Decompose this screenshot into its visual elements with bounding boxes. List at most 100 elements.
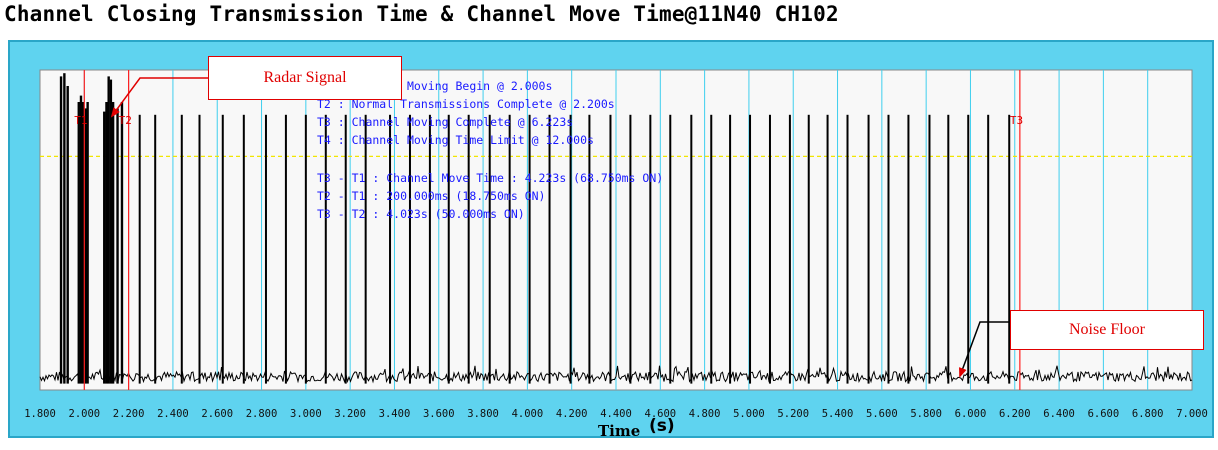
transmission-burst (198, 114, 201, 384)
transmission-burst (887, 114, 890, 384)
x-tick-label: 2.800 (246, 408, 278, 420)
transmission-burst (324, 114, 327, 384)
transmission-burst (967, 114, 970, 384)
x-tick-label: 4.400 (600, 408, 632, 420)
transmission-burst (528, 114, 531, 384)
x-tick-label: 7.000 (1176, 408, 1208, 420)
x-tick-label: 3.400 (379, 408, 411, 420)
x-tick-label: 2.200 (113, 408, 145, 420)
transmission-burst (788, 114, 791, 384)
radar-burst (84, 108, 87, 384)
radar-burst (107, 76, 110, 384)
radar-burst (116, 108, 119, 384)
transmission-burst (649, 114, 652, 384)
x-tick-label: 4.600 (645, 408, 677, 420)
transmission-burst (180, 114, 183, 384)
callout-arrows (110, 77, 1010, 378)
x-tick-label: 4.000 (512, 408, 544, 420)
transmission-burst (569, 114, 572, 384)
annotation-line: T4 : Channel Moving Time Limit @ 12.000s (317, 133, 594, 147)
radar-burst (109, 79, 113, 384)
x-tick-label: 5.000 (733, 408, 765, 420)
radar-burst (120, 102, 124, 384)
x-axis-title: Time (598, 422, 640, 440)
marker-label: T3 (1010, 114, 1023, 127)
radar-burst (77, 102, 80, 384)
transmission-burst (846, 114, 849, 384)
x-tick-label: 2.600 (201, 408, 233, 420)
page-title: Channel Closing Transmission Time & Chan… (4, 2, 839, 26)
x-tick-label: 3.800 (467, 408, 499, 420)
transmission-burst (907, 114, 910, 384)
transmission-burst (488, 114, 491, 384)
radar-burst (59, 76, 63, 384)
transmission-burst (389, 114, 392, 384)
transmission-burst (428, 114, 431, 384)
transmission-burst (690, 114, 693, 384)
x-tick-label: 2.400 (157, 408, 189, 420)
transmission-burst (344, 114, 347, 384)
noise-floor-trace (39, 365, 1193, 384)
transmission-burst (629, 114, 632, 384)
marker-label: T2 (119, 114, 132, 127)
x-tick-label: 2.000 (69, 408, 101, 420)
annotation-line: T3 : Channel Moving Complete @ 6.223s (317, 115, 573, 129)
transmission-burst (304, 114, 307, 384)
x-tick-label: 5.200 (777, 408, 809, 420)
radar-burst (82, 102, 85, 384)
transmission-burst (807, 114, 810, 384)
transmission-burst (729, 114, 732, 384)
transmission-burst (826, 114, 829, 384)
noise-floor-arrow (959, 321, 1010, 378)
marker-label: T1 (74, 114, 87, 127)
transmission-burst (588, 114, 591, 384)
x-tick-label: 4.800 (689, 408, 721, 420)
x-axis-ticks: 1.800 2.000 2.200 2.400 2.600 2.800 3.000 3.200… (24, 408, 1208, 420)
radar-signal-callout: Radar Signal (208, 56, 402, 100)
annotation-line: T2 : Normal Transmissions Complete @ 2.2… (317, 97, 615, 111)
x-tick-label: 6.400 (1043, 408, 1075, 420)
transmission-burst (221, 114, 224, 384)
x-tick-label: 1.800 (24, 408, 56, 420)
transmission-burst (284, 114, 287, 384)
chart: T1 T2 T3 1.800 2.000 2.200 2.400 2.600 2.800 3.0… (24, 69, 1208, 440)
transmission-burst (264, 114, 267, 384)
transmission-burst (710, 114, 713, 384)
annotation-line: T2 - T1 : 200.000ms (18.750ms ON) (317, 189, 545, 203)
radar-burst (103, 111, 106, 384)
transmission-burst (154, 114, 157, 384)
noise-floor-callout: Noise Floor (1010, 310, 1204, 350)
transmission-burst (242, 114, 245, 384)
transmission-burst (364, 114, 367, 384)
radar-burst (66, 86, 69, 384)
radar-burst (111, 102, 115, 384)
radar-burst (86, 102, 89, 384)
transmission-burst (548, 114, 551, 384)
x-tick-label: 6.200 (999, 408, 1031, 420)
radar-burst (79, 95, 83, 384)
radar-burst (105, 102, 108, 384)
transmission-burst (987, 114, 990, 384)
transmission-burst (669, 114, 672, 384)
x-tick-label: 3.200 (334, 408, 366, 420)
transmission-burst (467, 114, 470, 384)
transmission-burst (928, 114, 931, 384)
x-tick-label: 4.200 (556, 408, 588, 420)
radar-signal-arrow (110, 77, 208, 118)
transmission-burst (447, 114, 450, 384)
annotation-line: T3 - T2 : 4.023s (50.000ms ON) (317, 207, 525, 221)
transmission-burst (508, 114, 511, 384)
transmission-burst (138, 114, 141, 384)
x-tick-label: 6.800 (1132, 408, 1164, 420)
transmission-burst (749, 114, 752, 384)
chart-frame: T1 T2 T3 1.800 2.000 2.200 2.400 2.600 2.800 3.0… (8, 40, 1214, 440)
x-tick-label: 5.400 (822, 408, 854, 420)
x-tick-label: 5.600 (866, 408, 898, 420)
x-tick-label: 6.600 (1088, 408, 1120, 420)
transmission-burst (408, 114, 411, 384)
x-tick-label: 3.600 (423, 408, 455, 420)
x-tick-label: 6.000 (955, 408, 987, 420)
annotation-line: T3 - T1 : Channel Move Time : 4.223s (68… (317, 171, 663, 185)
radar-burst (63, 73, 66, 384)
transmission-burst (768, 114, 771, 384)
